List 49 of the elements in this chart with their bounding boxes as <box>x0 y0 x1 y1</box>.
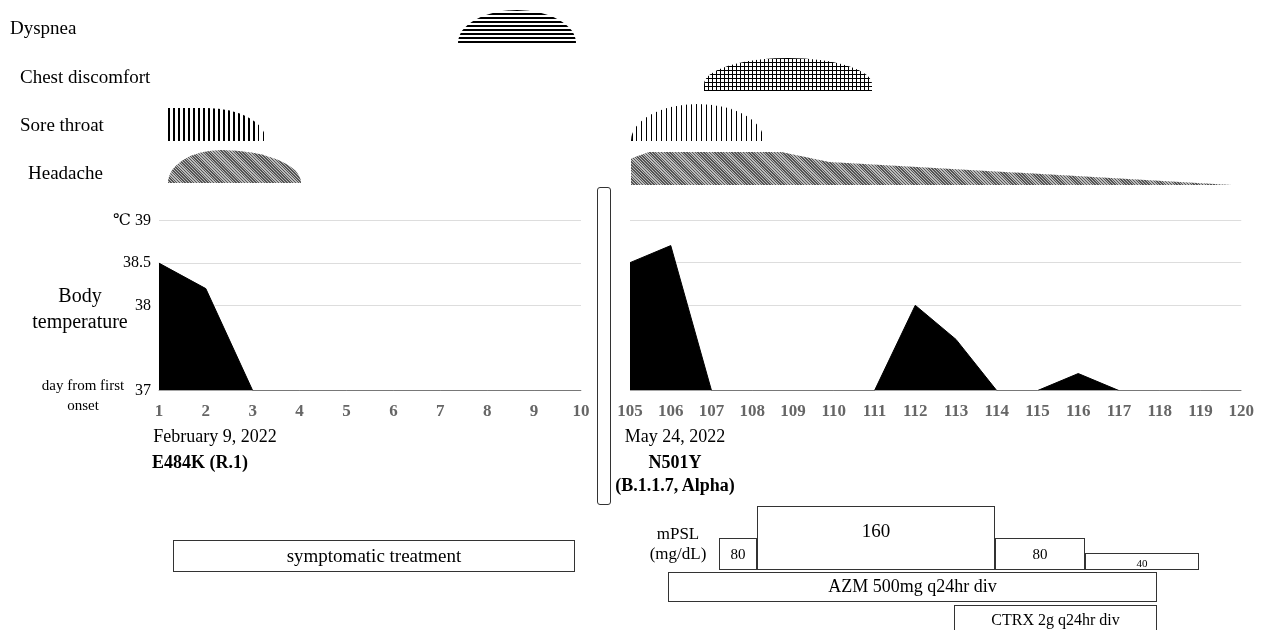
x-tick-label: 6 <box>389 401 398 421</box>
text: Dyspnea <box>10 16 77 40</box>
text: mPSL (mg/dL) <box>649 523 707 565</box>
x-tick-label: 3 <box>248 401 257 421</box>
text: Headache <box>28 161 103 185</box>
text: CTRX 2g q24hr div <box>991 610 1120 630</box>
x-tick-label: 112 <box>902 401 928 421</box>
x-tick-label: 1 <box>154 401 164 421</box>
text: E484K (R.1) <box>152 452 248 474</box>
x-tick-label: 116 <box>1065 401 1091 421</box>
y-tick-label: 37 <box>134 380 151 398</box>
text: AZM 500mg q24hr div <box>828 576 997 598</box>
x-tick-label: 120 <box>1228 401 1254 421</box>
y-tick-label: 38 <box>134 295 151 313</box>
x-tick-label: 2 <box>201 401 211 421</box>
x-tick-label: 4 <box>295 401 305 421</box>
text: 80 <box>730 545 746 563</box>
text: May 24, 2022 <box>624 426 726 448</box>
text: Chest discomfort <box>20 65 151 89</box>
x-tick-label: 110 <box>821 401 847 421</box>
text: February 9, 2022 <box>153 426 277 448</box>
text: N501Y <box>648 452 702 474</box>
x-tick-label: 9 <box>529 401 539 421</box>
x-tick-label: 114 <box>984 401 1010 421</box>
x-tick-label: 5 <box>342 401 351 421</box>
text: symptomatic treatment <box>286 544 462 568</box>
x-tick-label: 113 <box>943 401 969 421</box>
x-tick-label: 10 <box>572 401 590 421</box>
x-tick-label: 115 <box>1025 401 1050 421</box>
text: 40 <box>1136 556 1148 570</box>
x-tick-label: 105 <box>617 401 643 421</box>
x-tick-label: 108 <box>739 401 765 421</box>
x-tick-label: 7 <box>436 401 446 421</box>
text: (B.1.1.7, Alpha) <box>615 475 735 497</box>
y-tick-label: 38.5 <box>122 253 151 271</box>
x-tick-label: 117 <box>1106 401 1132 421</box>
x-tick-label: 8 <box>482 401 492 421</box>
text: 80 <box>1032 545 1048 563</box>
x-tick-label: 118 <box>1147 401 1173 421</box>
x-tick-label: 106 <box>658 401 684 421</box>
x-tick-label: 109 <box>780 401 806 421</box>
text: 160 <box>861 520 891 543</box>
text: Sore throat <box>20 113 104 137</box>
y-axis-title: Body temperature <box>32 284 128 332</box>
x-axis-title: day from first onset <box>40 376 126 415</box>
x-tick-label: 119 <box>1188 401 1213 421</box>
x-tick-label: 107 <box>698 401 725 421</box>
y-tick-label: ℃ 39 <box>112 210 151 228</box>
x-tick-label: 111 <box>862 401 887 421</box>
